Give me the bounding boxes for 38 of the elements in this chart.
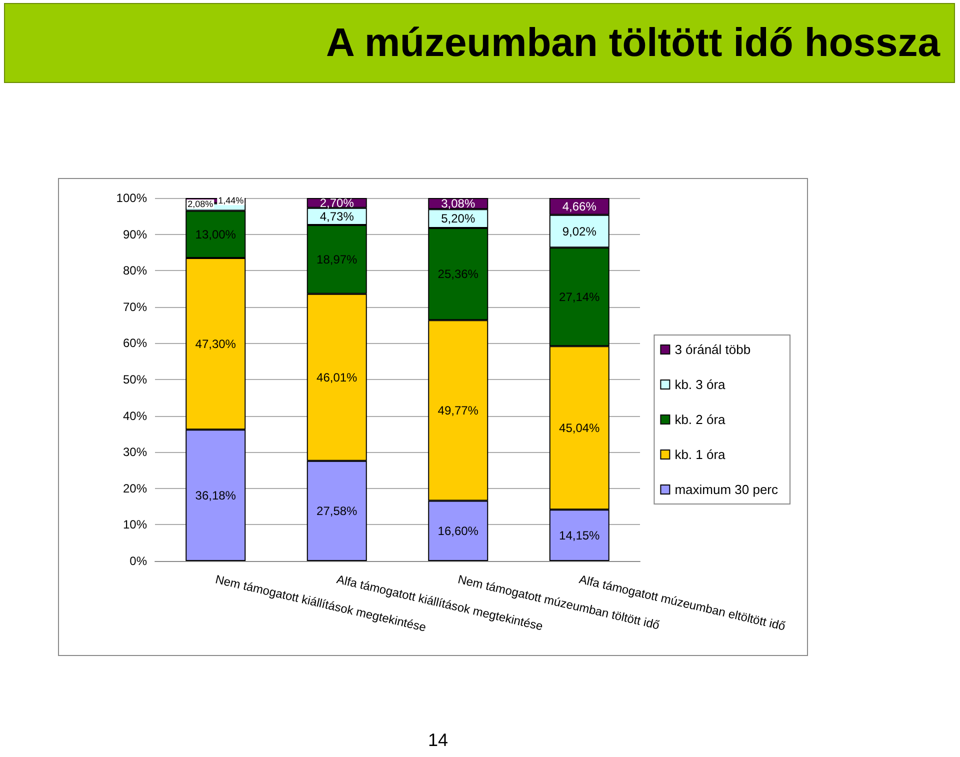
legend-label: kb. 3 óra	[674, 377, 726, 392]
data-label: 49,77%	[438, 403, 479, 418]
data-label: 45,04%	[559, 420, 600, 435]
chart-title: A múzeumban töltött idő hossza	[4, 3, 955, 83]
data-label: 9,02%	[562, 224, 597, 238]
data-label: 14,15%	[559, 528, 600, 542]
text: 14	[428, 730, 448, 751]
data-label: 27,14%	[559, 290, 600, 304]
data-label: 16,60%	[438, 524, 479, 538]
y-tick-label: 50%	[122, 372, 148, 386]
data-label: 13,00%	[195, 227, 236, 242]
data-label: 2,70%	[320, 196, 354, 210]
y-tick-label: 10%	[122, 518, 148, 532]
y-tick-label: 100%	[116, 191, 148, 205]
data-label: 3,08%	[441, 196, 476, 211]
y-tick-label: 0%	[130, 554, 148, 568]
y-tick-label: 70%	[122, 300, 148, 314]
data-label: 4,73%	[320, 209, 354, 224]
y-tick-label: 80%	[122, 264, 148, 278]
data-label: 2,08%	[188, 199, 214, 209]
data-label: 25,36%	[438, 267, 479, 282]
legend-label: kb. 2 óra	[674, 412, 726, 427]
data-label: 1,44%	[218, 196, 244, 206]
data-label: 36,18%	[195, 488, 236, 502]
legend-label: maximum 30 perc	[674, 482, 778, 497]
data-label: 46,01%	[316, 370, 358, 384]
data-label: 5,20%	[441, 212, 476, 226]
y-tick-label: 30%	[122, 445, 148, 460]
data-label: 18,97%	[316, 252, 358, 266]
data-label: 4,66%	[562, 199, 597, 214]
y-tick-label: 60%	[122, 336, 148, 350]
legend-label: 3 óránál több	[674, 342, 751, 357]
data-label: 47,30%	[195, 336, 236, 351]
legend-label: kb. 1 óra	[674, 447, 726, 462]
y-tick-label: 90%	[122, 227, 148, 242]
y-tick-label: 40%	[122, 408, 148, 423]
data-label: 27,58%	[316, 504, 358, 518]
y-tick-label: 20%	[122, 481, 148, 496]
